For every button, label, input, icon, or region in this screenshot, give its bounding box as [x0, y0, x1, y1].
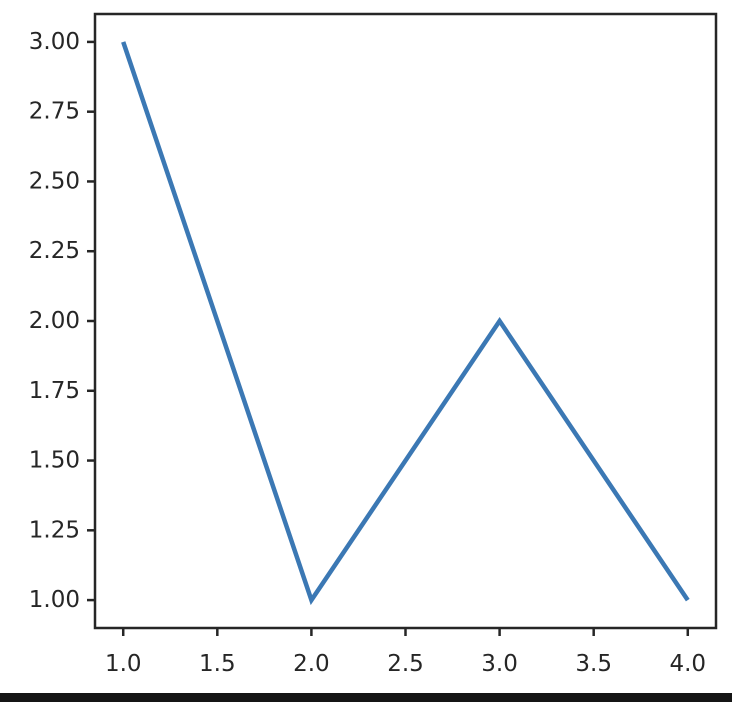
y-tick-label: 2.75 [29, 99, 80, 125]
y-tick-label: 1.25 [29, 517, 80, 543]
x-tick-label: 3.0 [481, 651, 518, 677]
y-tick-label: 1.75 [29, 378, 80, 404]
y-tick-label: 2.00 [29, 308, 80, 334]
y-tick-label: 1.00 [29, 587, 80, 613]
x-tick-label: 3.5 [575, 651, 612, 677]
x-tick-label: 2.0 [293, 651, 330, 677]
y-tick-label: 1.50 [29, 448, 80, 474]
x-tick-label: 1.0 [105, 651, 142, 677]
data-line [121, 41, 690, 606]
x-tick-label: 1.5 [199, 651, 236, 677]
y-tick-label: 3.00 [29, 29, 80, 55]
x-tick-label: 4.0 [669, 651, 706, 677]
y-tick-label: 2.50 [29, 168, 80, 194]
bottom-bar [0, 693, 732, 702]
y-tick-label: 2.25 [29, 238, 80, 264]
plot-frame [93, 12, 718, 630]
x-tick-label: 2.5 [387, 651, 424, 677]
